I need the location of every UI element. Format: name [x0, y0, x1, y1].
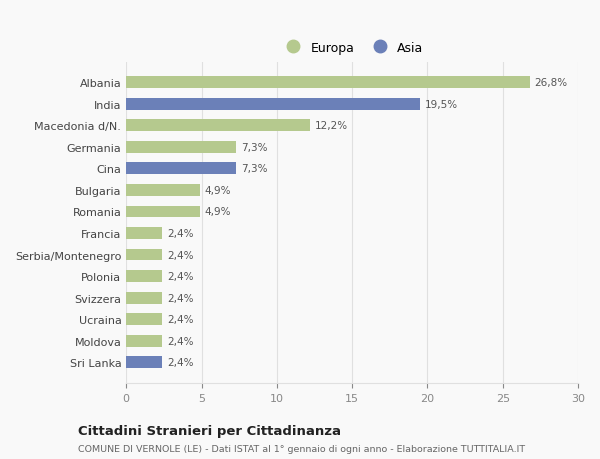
Legend: Europa, Asia: Europa, Asia — [276, 37, 428, 60]
Bar — [126, 335, 163, 347]
Text: 2,4%: 2,4% — [167, 293, 193, 303]
Bar — [126, 249, 163, 261]
Text: 2,4%: 2,4% — [167, 336, 193, 346]
Bar — [126, 292, 163, 304]
Bar — [126, 357, 163, 369]
Bar — [126, 271, 163, 282]
Bar — [126, 99, 420, 110]
Text: 12,2%: 12,2% — [314, 121, 347, 131]
Bar — [126, 228, 163, 240]
Text: 4,9%: 4,9% — [205, 207, 231, 217]
Bar — [126, 163, 236, 175]
Bar — [126, 77, 530, 89]
Text: 7,3%: 7,3% — [241, 142, 267, 152]
Text: COMUNE DI VERNOLE (LE) - Dati ISTAT al 1° gennaio di ogni anno - Elaborazione TU: COMUNE DI VERNOLE (LE) - Dati ISTAT al 1… — [78, 444, 525, 453]
Text: 7,3%: 7,3% — [241, 164, 267, 174]
Text: 26,8%: 26,8% — [535, 78, 568, 88]
Bar — [126, 206, 200, 218]
Text: 2,4%: 2,4% — [167, 358, 193, 368]
Bar — [126, 141, 236, 153]
Text: 2,4%: 2,4% — [167, 250, 193, 260]
Text: Cittadini Stranieri per Cittadinanza: Cittadini Stranieri per Cittadinanza — [78, 424, 341, 437]
Text: 2,4%: 2,4% — [167, 314, 193, 325]
Text: 2,4%: 2,4% — [167, 229, 193, 239]
Text: 2,4%: 2,4% — [167, 272, 193, 281]
Bar — [126, 185, 200, 196]
Text: 4,9%: 4,9% — [205, 185, 231, 196]
Text: 19,5%: 19,5% — [424, 100, 458, 109]
Bar — [126, 313, 163, 325]
Bar — [126, 120, 310, 132]
